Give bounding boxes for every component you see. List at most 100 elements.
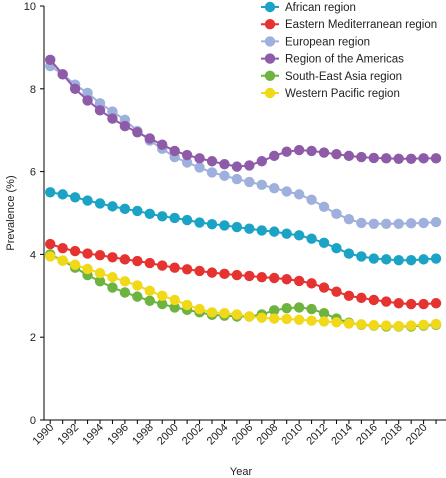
x-tick-label: 2018 xyxy=(379,422,405,448)
data-point xyxy=(69,259,81,270)
legend-label: Region of the Americas xyxy=(285,54,404,66)
data-point xyxy=(132,127,143,138)
data-point xyxy=(206,218,218,230)
series-eastern-mediterranean-region xyxy=(45,238,442,310)
series-line xyxy=(49,243,437,306)
data-point xyxy=(231,173,243,185)
data-point xyxy=(144,257,155,269)
data-point xyxy=(169,262,180,273)
x-tick-label: 1994 xyxy=(80,422,106,448)
data-point xyxy=(94,267,106,279)
data-point xyxy=(343,318,355,329)
data-point xyxy=(293,144,305,156)
data-point xyxy=(82,95,93,106)
data-point xyxy=(331,286,342,297)
data-point xyxy=(381,320,392,331)
data-point xyxy=(381,296,392,307)
data-point xyxy=(194,303,205,315)
data-point xyxy=(157,211,168,222)
series-western-pacific-region xyxy=(45,251,442,332)
data-point xyxy=(430,153,442,164)
data-point xyxy=(244,160,255,171)
data-point xyxy=(169,302,180,313)
data-point xyxy=(181,299,193,311)
data-point xyxy=(206,267,218,278)
data-point xyxy=(318,282,330,293)
data-point xyxy=(281,303,292,314)
data-point xyxy=(368,294,380,306)
x-tick-label: 1996 xyxy=(105,422,131,448)
x-tick-label: 2016 xyxy=(354,422,380,448)
data-point xyxy=(82,87,93,99)
legend-item: Region of the Americas xyxy=(261,53,404,66)
data-point xyxy=(119,203,131,215)
data-point xyxy=(107,282,118,293)
x-tick-label: 2006 xyxy=(230,422,256,448)
legend-label: African region xyxy=(285,2,356,14)
x-tick-label: 2008 xyxy=(255,422,281,448)
data-point xyxy=(132,205,143,217)
data-point xyxy=(107,201,118,212)
series-african-region xyxy=(45,187,442,266)
series-line xyxy=(49,255,437,328)
legend-label: Western Pacific region xyxy=(285,88,400,100)
data-point xyxy=(418,298,429,310)
data-point xyxy=(368,218,380,229)
data-point xyxy=(132,291,143,302)
data-point xyxy=(244,223,255,234)
x-tick-label: 2000 xyxy=(155,422,181,448)
data-point xyxy=(343,150,355,162)
data-point xyxy=(318,147,330,158)
data-point xyxy=(405,218,417,229)
data-point xyxy=(231,269,243,281)
data-point xyxy=(356,319,367,330)
legend-marker xyxy=(264,70,276,82)
data-point xyxy=(256,225,268,236)
data-point xyxy=(430,318,442,330)
data-point xyxy=(405,153,417,164)
data-point xyxy=(269,305,280,316)
data-point xyxy=(94,198,106,209)
data-point xyxy=(107,271,118,283)
data-point xyxy=(393,254,404,266)
data-point xyxy=(157,298,168,310)
data-point xyxy=(94,105,106,116)
legend-item: Eastern Mediterranean region xyxy=(261,19,437,31)
data-point xyxy=(356,292,367,304)
legend: African region Eastern Mediterranean regi… xyxy=(261,1,437,100)
data-point xyxy=(132,280,143,291)
data-point xyxy=(381,153,392,164)
data-point xyxy=(45,187,56,198)
data-point xyxy=(281,228,292,239)
data-point xyxy=(132,255,143,267)
data-point xyxy=(69,83,81,95)
data-point xyxy=(219,170,230,181)
data-point xyxy=(256,271,268,283)
data-point xyxy=(418,153,429,164)
data-point xyxy=(157,139,168,150)
data-point xyxy=(157,290,168,301)
data-point xyxy=(82,263,93,275)
data-point xyxy=(206,156,218,167)
data-point xyxy=(368,319,380,331)
data-point xyxy=(219,158,230,170)
data-point xyxy=(331,242,342,254)
data-point xyxy=(169,145,180,157)
data-point xyxy=(318,307,330,319)
data-point xyxy=(356,151,367,163)
y-tick-label: 2 xyxy=(30,332,36,344)
data-point xyxy=(219,307,230,319)
data-point xyxy=(181,149,193,161)
data-point xyxy=(45,54,56,66)
x-axis-title: Year xyxy=(230,466,253,478)
data-point xyxy=(405,298,417,310)
data-point xyxy=(206,167,218,178)
legend-item: South-East Asia region xyxy=(261,70,402,83)
x-ticks: 1990 1992 1994 1996 1998 2000 2002 2004 2006 2008… xyxy=(31,420,437,448)
data-point xyxy=(343,290,355,301)
data-point xyxy=(331,317,342,328)
legend-marker xyxy=(264,19,276,30)
data-point xyxy=(244,311,255,322)
data-point xyxy=(418,254,429,265)
